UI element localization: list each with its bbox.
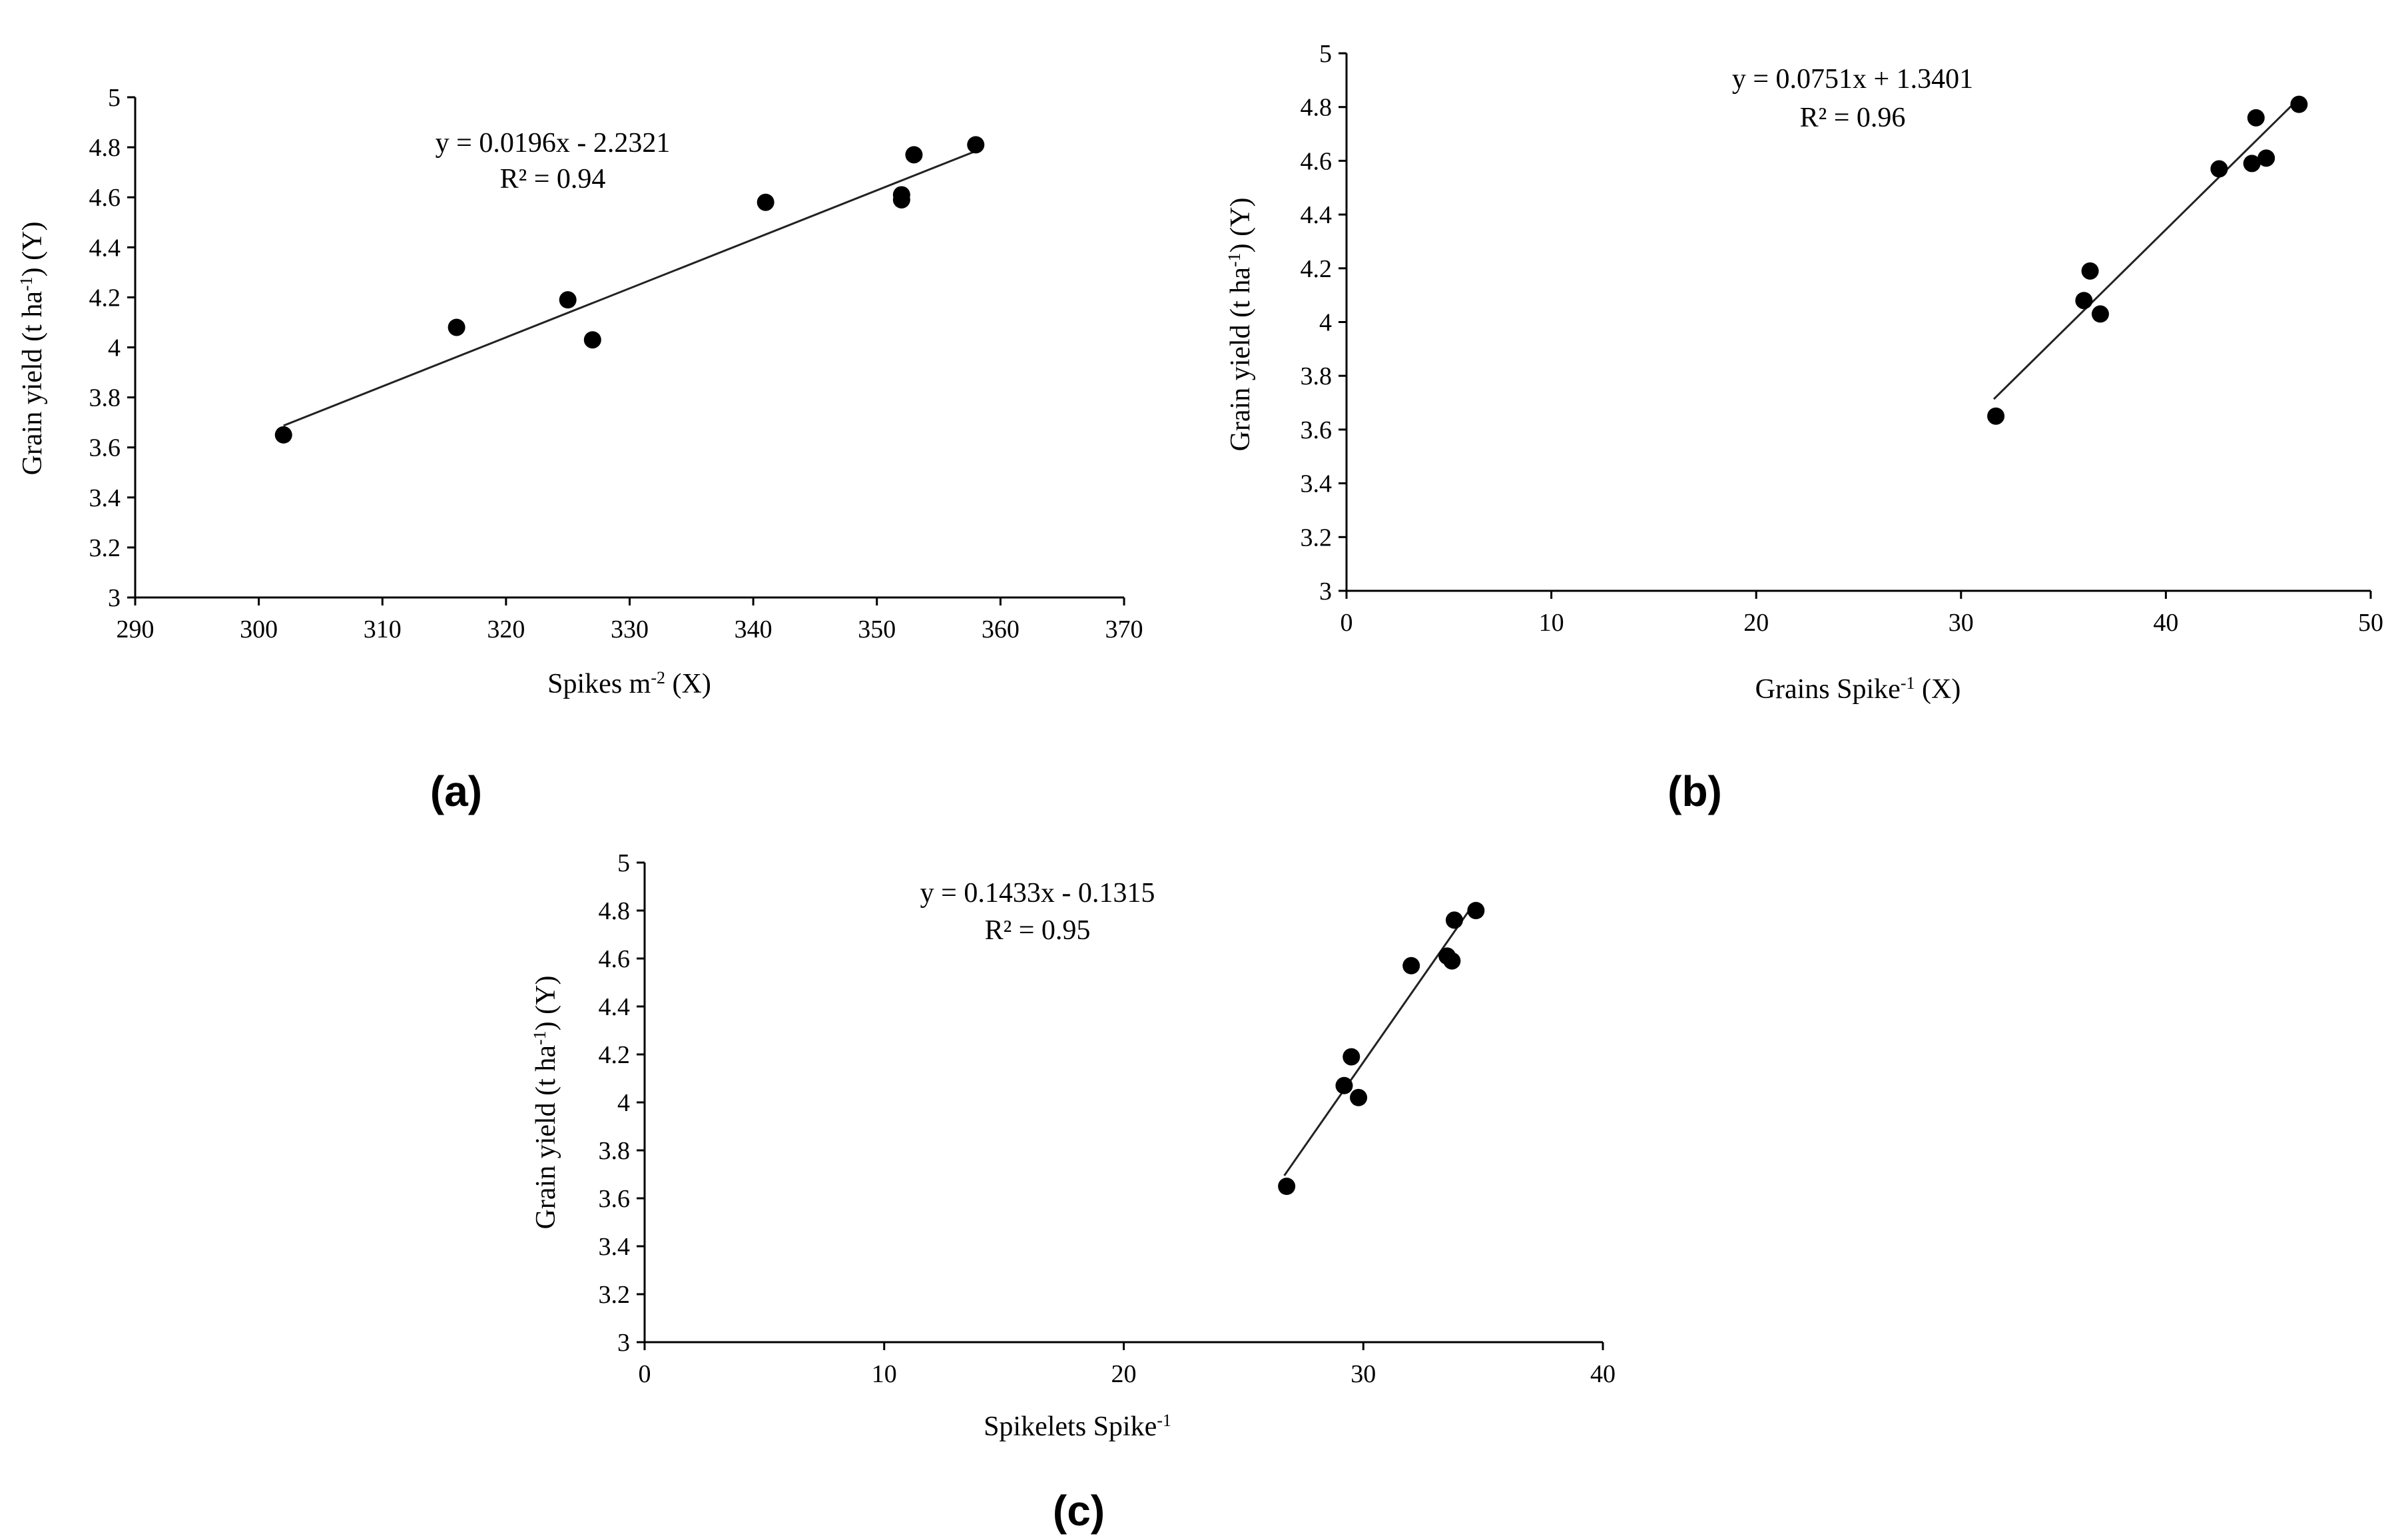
y-tick-label: 3 (108, 584, 121, 612)
data-point (2243, 155, 2261, 173)
x-axis-title: Spikes m-2 (X) (547, 668, 711, 700)
data-point (2075, 292, 2093, 310)
data-point (1443, 952, 1461, 970)
y-tick-label: 3.2 (1301, 524, 1333, 552)
trendline (283, 150, 976, 427)
y-tick-label: 4.8 (599, 897, 631, 925)
regression-equation: y = 0.0751x + 1.3401 (1732, 64, 1973, 95)
x-tick-label: 330 (611, 615, 649, 643)
y-tick-label: 3.6 (599, 1185, 631, 1213)
y-tick-label: 3.4 (1301, 470, 1333, 498)
data-point (905, 146, 923, 164)
y-tick-label: 5 (617, 849, 630, 877)
data-point (1987, 407, 2005, 425)
y-tick-label: 3.8 (89, 384, 121, 412)
data-point (2091, 305, 2109, 323)
y-tick-label: 3.4 (599, 1233, 631, 1261)
r-squared-label: R² = 0.95 (985, 915, 1091, 946)
y-tick-label: 4 (1319, 309, 1332, 337)
x-tick-label: 350 (858, 615, 896, 643)
y-tick-label: 4.2 (599, 1041, 631, 1069)
y-tick-label: 4 (617, 1089, 630, 1117)
data-point (1467, 902, 1485, 919)
y-tick-label: 3.2 (89, 534, 121, 562)
regression-equation: y = 0.0196x - 2.2321 (436, 128, 671, 159)
x-axis-title: Grains Spike-1 (X) (1755, 673, 1961, 705)
data-point (1445, 911, 1463, 929)
x-tick-label: 30 (1351, 1360, 1376, 1388)
y-tick-label: 4.4 (89, 234, 121, 262)
panel-label: (a) (430, 767, 482, 815)
x-tick-label: 340 (735, 615, 772, 643)
x-tick-label: 300 (240, 615, 278, 643)
y-tick-label: 4.4 (1301, 201, 1333, 229)
y-tick-label: 3.6 (1301, 416, 1333, 444)
x-tick-label: 10 (872, 1360, 897, 1388)
data-point (756, 193, 774, 211)
x-tick-label: 290 (117, 615, 154, 643)
y-tick-label: 3.6 (89, 434, 121, 462)
data-point (1350, 1088, 1368, 1106)
y-axis-title: Grain yield (t ha-1) (Y) (530, 976, 562, 1230)
y-tick-label: 4.6 (89, 184, 121, 212)
y-tick-label: 4.8 (89, 134, 121, 162)
data-point (2247, 109, 2265, 127)
trendline (1992, 101, 2296, 400)
data-point (967, 136, 985, 154)
y-tick-label: 4.8 (1301, 94, 1333, 122)
r-squared-label: R² = 0.96 (1800, 103, 1906, 133)
data-point (2290, 95, 2308, 113)
y-axis-title: Grain yield (t ha-1) (Y) (17, 222, 49, 476)
x-tick-label: 310 (364, 615, 402, 643)
panel-label: (b) (1667, 767, 1722, 815)
y-tick-label: 4 (108, 334, 121, 362)
data-point (1343, 1048, 1360, 1066)
r-squared-label: R² = 0.94 (500, 164, 606, 194)
panel-label: (c) (1053, 1487, 1105, 1535)
y-tick-label: 3.4 (89, 484, 121, 512)
x-tick-label: 0 (639, 1360, 651, 1388)
data-point (2258, 149, 2275, 167)
data-point (1335, 1076, 1353, 1094)
x-tick-label: 20 (1111, 1360, 1137, 1388)
y-tick-label: 4.6 (599, 945, 631, 973)
y-tick-label: 4.4 (599, 993, 631, 1021)
x-tick-label: 320 (487, 615, 525, 643)
x-tick-label: 370 (1105, 615, 1143, 643)
data-point (2210, 160, 2228, 178)
data-point (274, 426, 292, 444)
y-tick-label: 4.2 (1301, 255, 1333, 283)
data-point (2081, 262, 2099, 280)
x-tick-label: 20 (1743, 609, 1769, 637)
data-point (448, 318, 465, 336)
chart-panel-b: 33.23.43.63.844.24.44.64.850 10 20 30 40 50y … (1225, 40, 2384, 815)
x-tick-label: 360 (982, 615, 1020, 643)
data-point (1402, 957, 1420, 974)
chart-panel-c: 3 3.2 3.4 3.6 3.8 4 4.2 4.4 4.6 4.8 5 0 10 20 30 40 y = … (530, 849, 1616, 1535)
y-tick-label: 3.8 (1301, 362, 1333, 390)
x-tick-label: 30 (1949, 609, 1974, 637)
x-tick-label: 50 (2358, 609, 2383, 637)
y-axis-title: Grain yield (t ha-1) (Y) (1225, 198, 1257, 452)
x-tick-label: 40 (1590, 1360, 1616, 1388)
x-tick-label: 0 (1341, 609, 1353, 637)
data-point (559, 291, 577, 309)
data-point (892, 186, 910, 204)
y-tick-label: 3.2 (599, 1281, 631, 1309)
data-point (583, 331, 601, 349)
y-tick-label: 3 (1319, 577, 1332, 605)
y-tick-label: 4.2 (89, 284, 121, 312)
x-tick-label: 10 (1539, 609, 1564, 637)
y-tick-label: 4.6 (1301, 147, 1333, 175)
chart-panel-a: 3 3.2 3.4 3.6 3.8 4 4.2 4.4 4.6 4.8 5 290 300 310 320 3… (17, 84, 1143, 815)
data-point (1278, 1178, 1296, 1195)
regression-equation: y = 0.1433x - 0.1315 (920, 878, 1155, 909)
x-tick-label: 40 (2153, 609, 2178, 637)
y-tick-label: 3.8 (599, 1137, 631, 1165)
y-tick-label: 5 (108, 84, 121, 112)
y-tick-label: 3 (617, 1329, 630, 1357)
x-axis-title: Spikelets Spike-1 (984, 1411, 1171, 1443)
y-tick-label: 5 (1319, 40, 1332, 68)
